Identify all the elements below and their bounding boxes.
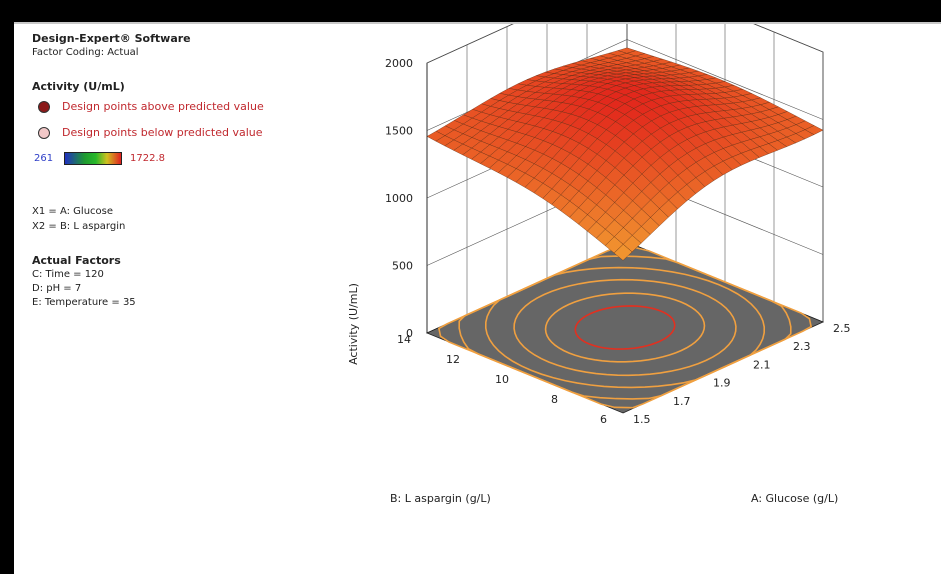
floor-contour (544, 292, 706, 363)
z-tick-label: 1000 (385, 192, 413, 205)
surface-chart: 0 500 1000 1500 2000 1.5 1.7 1.9 2.1 2.3 2.5 6 8 10 12… (347, 24, 851, 505)
plot-frame: Design-Expert® Software Factor Coding: A… (14, 22, 941, 574)
floor-contour (437, 246, 813, 409)
y-tick-label: 10 (495, 373, 509, 386)
color-scale-bar (64, 152, 122, 165)
actual-factors-title: Actual Factors (32, 254, 121, 267)
above-point-icon (38, 101, 50, 113)
actual-factor-temperature: E: Temperature = 35 (32, 297, 136, 308)
factor-x1: X1 = A: Glucose (32, 206, 114, 217)
surface-cell (613, 244, 633, 261)
above-label: Design points above predicted value (62, 100, 264, 113)
factor-coding: Factor Coding: Actual (32, 47, 139, 58)
z-tick-label: 500 (392, 260, 413, 273)
x-axis-label: A: Glucose (g/L) (751, 492, 838, 505)
actual-factor-time: C: Time = 120 (32, 269, 104, 280)
y-tick-label: 14 (397, 333, 411, 346)
x-tick-label: 1.5 (633, 413, 651, 426)
wall-grid-z (426, 24, 824, 64)
x-tick-label: 1.7 (673, 395, 691, 408)
z-axis-label: Activity (U/mL) (347, 283, 360, 365)
factor-x2: X2 = B: L aspargin (32, 221, 126, 232)
response-name: Activity (U/mL) (32, 80, 125, 93)
x-tick-label: 2.3 (793, 340, 811, 353)
z-tick-label: 2000 (385, 57, 413, 70)
y-tick-label: 8 (551, 393, 558, 406)
x-tick-label: 2.5 (833, 322, 851, 335)
software-title: Design-Expert® Software (32, 32, 191, 45)
y-axis-label: B: L aspargin (g/L) (390, 492, 491, 505)
range-max: 1722.8 (130, 153, 165, 164)
range-min: 261 (34, 153, 54, 164)
z-tick-label: 0 (406, 327, 413, 340)
floor-contour (484, 266, 766, 389)
x-tick-label: 2.1 (753, 358, 771, 371)
below-point-icon (38, 127, 50, 139)
floor-contour (574, 305, 676, 350)
below-label: Design points below predicted value (62, 126, 263, 139)
actual-factor-ph: D: pH = 7 (32, 283, 82, 294)
y-tick-label: 12 (446, 353, 460, 366)
x-tick-label: 1.9 (713, 377, 731, 390)
y-tick-label: 6 (600, 413, 607, 426)
z-tick-label: 1500 (385, 125, 413, 138)
floor-contour (513, 278, 737, 377)
